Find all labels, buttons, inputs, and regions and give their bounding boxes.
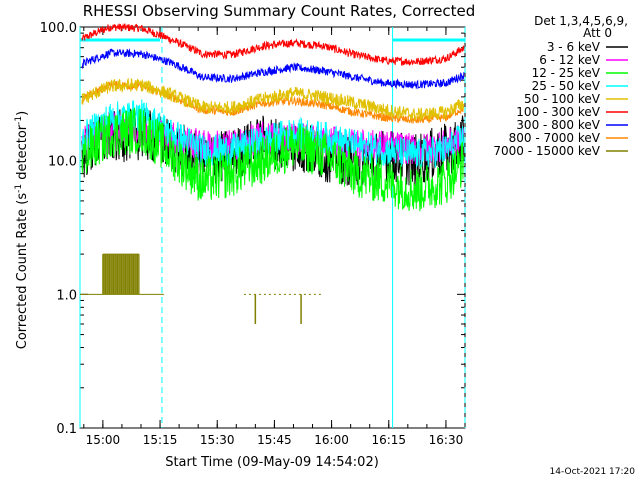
legend-entry-label: 6 - 12 keV xyxy=(539,53,601,67)
y-tick-label: 10.0 xyxy=(48,155,77,170)
series-line-50-100keV xyxy=(81,77,465,122)
series-line-800-7000keV xyxy=(81,80,465,124)
x-tick-label: 16:15 xyxy=(371,433,406,447)
series-layer xyxy=(79,23,466,428)
legend-entry-label: 12 - 25 keV xyxy=(532,66,601,80)
y-tick-label: 1.0 xyxy=(56,288,77,303)
x-tick-label: 15:15 xyxy=(143,433,178,447)
series-line-300-800keV xyxy=(81,48,465,90)
y-tick-label: 0.1 xyxy=(56,422,77,437)
chart-title: RHESSI Observing Summary Count Rates, Co… xyxy=(83,2,476,20)
series-line-12-25keV xyxy=(81,107,465,212)
x-tick-label: 15:45 xyxy=(257,433,292,447)
legend-entry-label: 100 - 300 keV xyxy=(516,105,600,119)
footer-date: 14-Oct-2021 17:20 xyxy=(550,467,636,477)
legend-entry-label: 7000 - 15000 keV xyxy=(493,144,600,158)
x-tick-label: 16:30 xyxy=(429,433,464,447)
legend-entry-label: 3 - 6 keV xyxy=(547,40,601,54)
y-tick-label: 100.0 xyxy=(40,21,77,36)
x-tick-label: 16:00 xyxy=(314,433,349,447)
legend-header-line2: Att 0 xyxy=(583,26,612,40)
x-tick-label: 15:30 xyxy=(200,433,235,447)
x-tick-label: 15:00 xyxy=(86,433,121,447)
y-axis-label: Corrected Count Rate (s-1 detector-1) xyxy=(14,111,30,349)
series-line-100-300keV xyxy=(81,23,465,66)
legend-entry-label: 300 - 800 keV xyxy=(516,118,600,132)
legend-entry-label: 800 - 7000 keV xyxy=(509,131,601,145)
legend-entry-label: 50 - 100 keV xyxy=(524,92,601,106)
x-axis-label: Start Time (09-May-09 14:54:02) xyxy=(165,455,379,470)
legend-entry-label: 25 - 50 keV xyxy=(532,79,601,93)
legend-header-line1: Det 1,3,4,5,6,9, xyxy=(534,14,628,28)
